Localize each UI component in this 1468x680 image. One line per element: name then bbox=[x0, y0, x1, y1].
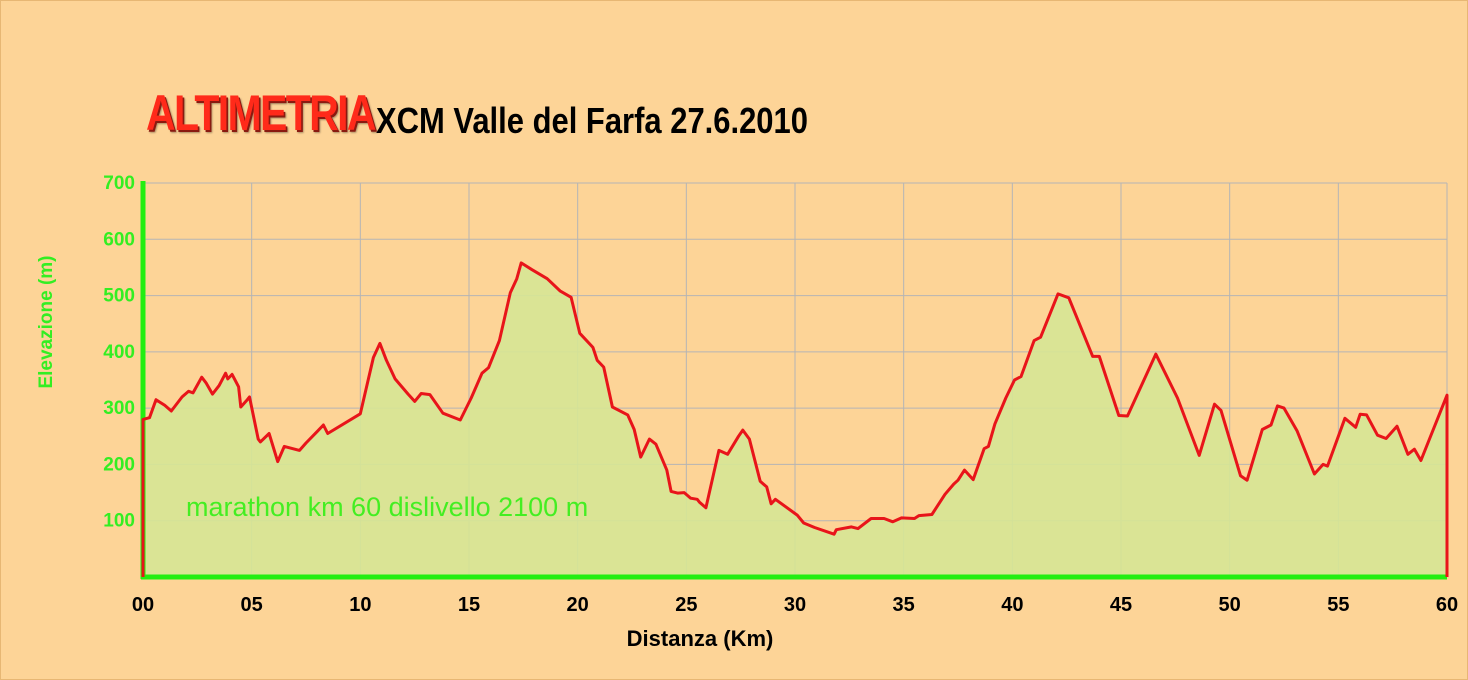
x-tick-label: 00 bbox=[132, 594, 154, 616]
x-tick-label: 50 bbox=[1219, 594, 1241, 616]
y-tick-label: 700 bbox=[103, 173, 135, 194]
y-tick-label: 600 bbox=[103, 229, 135, 250]
x-tick-label: 40 bbox=[1001, 594, 1023, 616]
y-tick-label: 100 bbox=[103, 511, 135, 532]
x-tick-label: 45 bbox=[1110, 594, 1132, 616]
x-tick-label: 05 bbox=[241, 594, 263, 616]
x-tick-label: 55 bbox=[1327, 594, 1349, 616]
x-tick-label: 10 bbox=[349, 594, 371, 616]
x-tick-label: 15 bbox=[458, 594, 480, 616]
y-axis-label: Elevazione (m) bbox=[36, 255, 57, 389]
y-tick-label: 200 bbox=[103, 454, 135, 475]
y-tick-label: 500 bbox=[103, 286, 135, 307]
x-tick-label: 30 bbox=[784, 594, 806, 616]
elevation-line bbox=[141, 261, 1449, 577]
route-annotation: marathon km 60 dislivello 2100 m bbox=[186, 492, 589, 522]
x-tick-label: 35 bbox=[893, 594, 915, 616]
y-tick-label: 400 bbox=[103, 342, 135, 363]
y-tick-labels: 100 200 300 400 500 600 700 bbox=[103, 173, 135, 532]
x-tick-labels: 00 05 10 15 20 25 30 35 40 45 50 55 60 bbox=[132, 594, 1458, 616]
y-tick-label: 300 bbox=[103, 398, 135, 419]
x-tick-label: 25 bbox=[675, 594, 697, 616]
x-tick-label: 60 bbox=[1436, 594, 1458, 616]
chart-subtitle: XCM Valle del Farfa 27.6.2010 bbox=[376, 100, 808, 141]
chart-title: ALTIMETRIA bbox=[146, 85, 376, 141]
x-axis-label: Distanza (Km) bbox=[626, 626, 774, 651]
elevation-area bbox=[143, 262, 1447, 577]
x-tick-label: 20 bbox=[567, 594, 589, 616]
